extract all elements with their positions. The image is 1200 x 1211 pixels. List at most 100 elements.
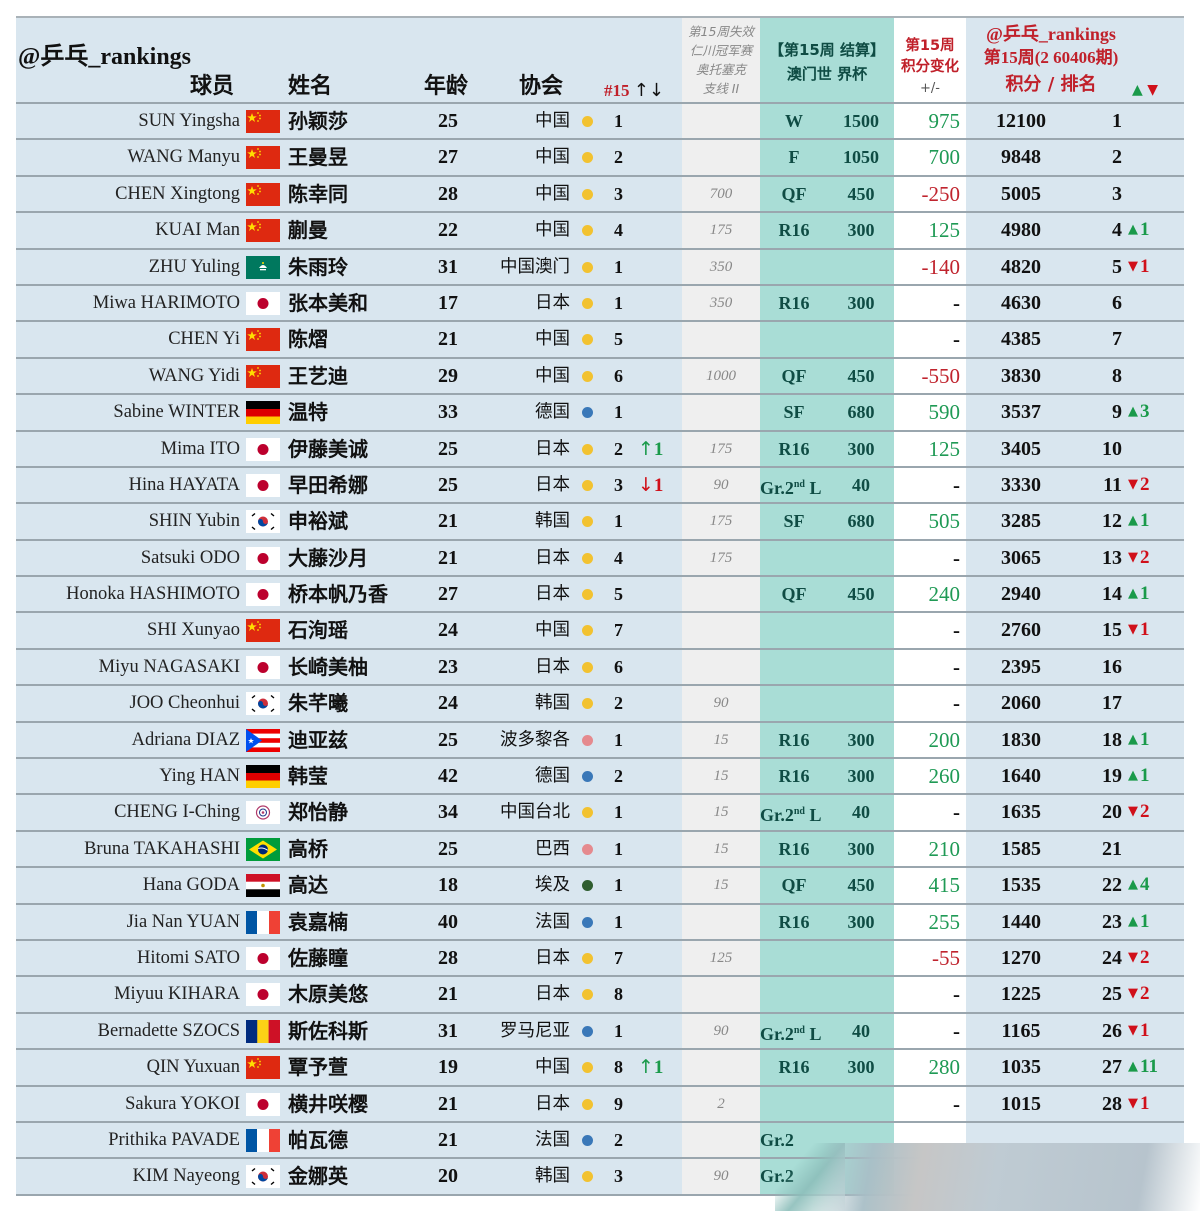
player-name-en: Hina HAYATA <box>128 474 240 495</box>
association: 德国 <box>535 766 570 787</box>
national-rank: 1 <box>614 402 623 423</box>
association: 日本 <box>535 292 570 313</box>
player-name-en: Miwa HARIMOTO <box>92 292 240 313</box>
national-rank: 1 <box>614 511 623 532</box>
player-name-en: Bernadette SZOCS <box>97 1020 240 1041</box>
player-name-cn: 木原美悠 <box>288 982 368 1007</box>
national-rank: 4 <box>614 220 623 241</box>
table-row: Mima ITO 伊藤美诚 25 日本 2 ↑1 175 R16 300 125… <box>16 429 1184 466</box>
player-name-en: SUN Yingsha <box>138 111 240 131</box>
player-age: 20 <box>438 1165 458 1188</box>
world-rank: 17 <box>1102 692 1122 715</box>
player-age: 29 <box>438 364 458 387</box>
player-age: 27 <box>438 146 458 169</box>
flag-fr-icon <box>246 910 280 934</box>
table-row: Honoka HASHIMOTO 桥本帆乃香 27 日本 5 QF 450 24… <box>16 575 1184 611</box>
total-points: 2940 <box>1001 583 1041 606</box>
association-dot-icon <box>582 589 593 601</box>
points-change: - <box>953 618 960 643</box>
points-change: -550 <box>921 363 961 388</box>
flag-kr-icon <box>246 510 280 534</box>
points-change: 415 <box>928 873 961 898</box>
event-points: 680 <box>847 402 875 423</box>
total-points: 3830 <box>1001 364 1041 387</box>
national-move-value: 1 <box>653 438 664 460</box>
event-points: 40 <box>852 474 870 495</box>
national-rank: 6 <box>614 656 623 677</box>
flag-tpe-icon <box>246 801 280 825</box>
event-points: 300 <box>847 220 875 241</box>
header-change-line: 第15周 <box>905 38 955 54</box>
player-name-en: QIN Yuxuan <box>146 1057 240 1078</box>
header-expire-line: 第15周失效 <box>688 24 754 39</box>
rank-move-value: 2 <box>1140 983 1150 1005</box>
national-rank: 5 <box>614 584 623 605</box>
rank-move: ▲ 1 <box>1128 759 1150 795</box>
player-name-en: Adriana DIAZ <box>131 729 240 750</box>
triangle-up-icon: ▲ <box>1128 586 1138 602</box>
table-row: Bruna TAKAHASHI 高桥 25 巴西 1 15 R16 300 21… <box>16 829 1184 866</box>
table-row: SHI Xunyao 石洵瑶 24 中国 7 - 2760 15 ▼ 1 <box>16 611 1184 647</box>
total-points: 4980 <box>1001 219 1041 242</box>
association-dot-icon <box>582 771 593 783</box>
header-movement: ▲ ▼ <box>1132 82 1158 98</box>
national-rank: 2 <box>614 1129 623 1150</box>
table-row: KUAI Man 蒯曼 22 中国 4 175 R16 300 125 4980… <box>16 211 1184 247</box>
total-points: 4630 <box>1001 291 1041 314</box>
rank-move-value: 1 <box>1140 1019 1150 1041</box>
triangle-up-icon: ▲ <box>1128 404 1138 420</box>
expiring-points: 90 <box>713 476 729 493</box>
triangle-down-icon: ▼ <box>1128 1095 1138 1111</box>
total-points: 1830 <box>1001 728 1041 751</box>
triangle-down-icon: ▼ <box>1128 986 1138 1002</box>
table-row: Miyu NAGASAKI 长崎美柚 23 日本 6 - 2395 16 <box>16 647 1184 684</box>
round-superscript: nd <box>793 478 805 490</box>
player-name-en: Hana GODA <box>142 875 240 896</box>
association: 中国 <box>535 620 570 641</box>
header-event: 【第15周 结算】 澳门世 界杯 <box>760 38 894 86</box>
national-rank: 3 <box>614 1166 623 1187</box>
header-event-line: 【第15周 结算】 <box>768 41 886 59</box>
points-change: 255 <box>928 909 961 934</box>
table-row: Jia Nan YUAN 袁嘉楠 40 法国 1 R16 300 255 144… <box>16 902 1184 939</box>
national-move-value: 1 <box>653 1057 664 1079</box>
association-dot-icon <box>582 625 593 637</box>
rank-move: ▼ 2 <box>1128 541 1150 577</box>
up-down-arrows-icon: ↑↓ <box>633 80 664 101</box>
expiring-points: 15 <box>713 768 729 785</box>
association: 日本 <box>535 438 570 459</box>
player-name-cn: 陈幸同 <box>288 181 348 206</box>
flag-jp-icon <box>246 473 280 497</box>
player-name-en: Sakura YOKOI <box>125 1093 240 1114</box>
world-rank: 25 <box>1102 983 1122 1006</box>
player-age: 24 <box>438 619 458 642</box>
total-points: 2395 <box>1001 655 1041 678</box>
triangle-down-icon: ▼ <box>1128 622 1138 638</box>
points-change: 505 <box>928 509 961 534</box>
flag-br-icon <box>246 837 280 861</box>
points-change: - <box>953 327 960 352</box>
player-name-cn: 桥本帆乃香 <box>288 582 388 607</box>
player-name-cn: 早田希娜 <box>288 472 368 497</box>
event-round: QF <box>781 183 807 204</box>
world-rank: 11 <box>1103 473 1122 496</box>
total-points: 1225 <box>1001 983 1041 1006</box>
rank-move-value: 2 <box>1140 473 1150 495</box>
association-dot-icon <box>582 443 593 455</box>
association: 法国 <box>535 1129 570 1150</box>
expiring-points: 2 <box>717 1095 725 1112</box>
event-round: R16 <box>778 1057 810 1078</box>
association-dot-icon <box>582 297 593 309</box>
expiring-points: 175 <box>709 513 733 530</box>
points-change: -140 <box>921 254 961 279</box>
association: 中国 <box>535 111 570 131</box>
player-age: 28 <box>438 946 458 969</box>
rank-move: ▲ 1 <box>1128 504 1150 540</box>
arrow-up-icon: ↑ <box>638 437 654 460</box>
player-name-cn: 朱芊曦 <box>288 691 348 716</box>
player-age: 21 <box>438 510 458 533</box>
association-dot-icon <box>582 225 593 237</box>
rank-move-value: 1 <box>1140 728 1150 750</box>
player-age: 40 <box>438 910 458 933</box>
total-points: 1535 <box>1001 874 1041 897</box>
